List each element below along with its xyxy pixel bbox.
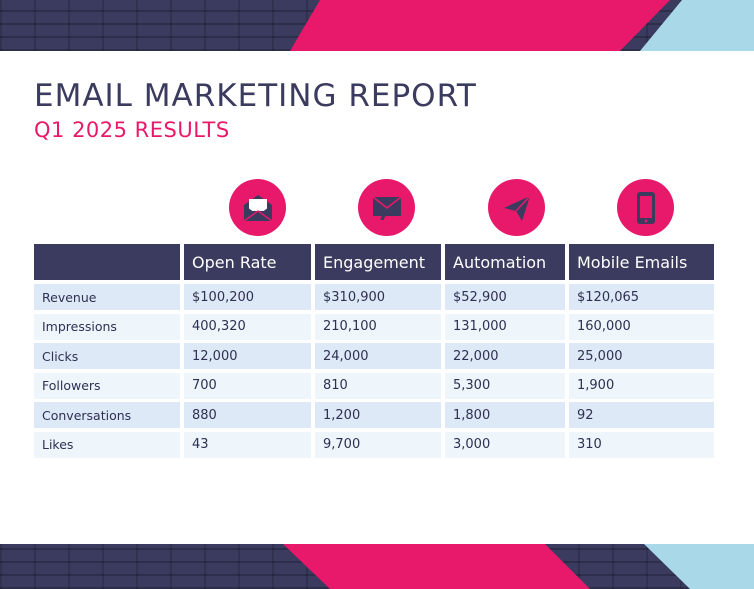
- table-row: Clicks 12,000 24,000 22,000 25,000: [34, 343, 714, 369]
- header-corner-cell: [34, 244, 180, 280]
- table-cell: $310,900: [315, 284, 441, 310]
- row-label: Clicks: [34, 343, 180, 369]
- column-header: Engagement: [315, 244, 441, 280]
- table-cell: 25,000: [569, 343, 714, 369]
- open-envelope-icon: [229, 179, 286, 236]
- table-cell: $100,200: [184, 284, 311, 310]
- table-row: Revenue $100,200 $310,900 $52,900 $120,0…: [34, 284, 714, 310]
- table-row: Likes 43 9,700 3,000 310: [34, 431, 714, 458]
- row-label: Followers: [34, 372, 180, 399]
- table-cell: 92: [569, 402, 714, 428]
- table-cell: 24,000: [315, 343, 441, 369]
- table-cell: 810: [315, 372, 441, 399]
- table-cell: 160,000: [569, 313, 714, 340]
- table-cell: 12,000: [184, 343, 311, 369]
- bottom-banner: [0, 544, 754, 589]
- column-header: Mobile Emails: [569, 244, 714, 280]
- top-banner: [0, 0, 754, 51]
- table-header-row: Open Rate Engagement Automation Mobile E…: [34, 244, 714, 280]
- table-cell: 22,000: [445, 343, 565, 369]
- row-label: Revenue: [34, 284, 180, 310]
- table-cell: 1,200: [315, 402, 441, 428]
- table-cell: 210,100: [315, 313, 441, 340]
- report-title: EMAIL MARKETING REPORT: [34, 78, 477, 114]
- table-cell: 880: [184, 402, 311, 428]
- metrics-table: Open Rate Engagement Automation Mobile E…: [34, 244, 714, 461]
- table-cell: 1,900: [569, 372, 714, 399]
- table-row: Followers 700 810 5,300 1,900: [34, 372, 714, 399]
- table-row: Impressions 400,320 210,100 131,000 160,…: [34, 313, 714, 340]
- table-cell: 700: [184, 372, 311, 399]
- paper-plane-icon: [488, 179, 545, 236]
- table-row: Conversations 880 1,200 1,800 92: [34, 402, 714, 428]
- table-cell: 400,320: [184, 313, 311, 340]
- banner-stripes: [283, 544, 754, 589]
- envelope-hand-icon: [358, 179, 415, 236]
- table-cell: 131,000: [445, 313, 565, 340]
- table-cell: 5,300: [445, 372, 565, 399]
- column-header: Automation: [445, 244, 565, 280]
- table-cell: 310: [569, 431, 714, 458]
- row-label: Conversations: [34, 402, 180, 428]
- table-cell: 1,800: [445, 402, 565, 428]
- row-label: Likes: [34, 431, 180, 458]
- row-label: Impressions: [34, 313, 180, 340]
- table-cell: 3,000: [445, 431, 565, 458]
- table-cell: 43: [184, 431, 311, 458]
- report-subtitle: Q1 2025 RESULTS: [34, 118, 230, 142]
- table-cell: 9,700: [315, 431, 441, 458]
- mobile-phone-icon: [617, 179, 674, 236]
- table-cell: $120,065: [569, 284, 714, 310]
- banner-stripes: [290, 0, 754, 51]
- column-header: Open Rate: [184, 244, 311, 280]
- table-cell: $52,900: [445, 284, 565, 310]
